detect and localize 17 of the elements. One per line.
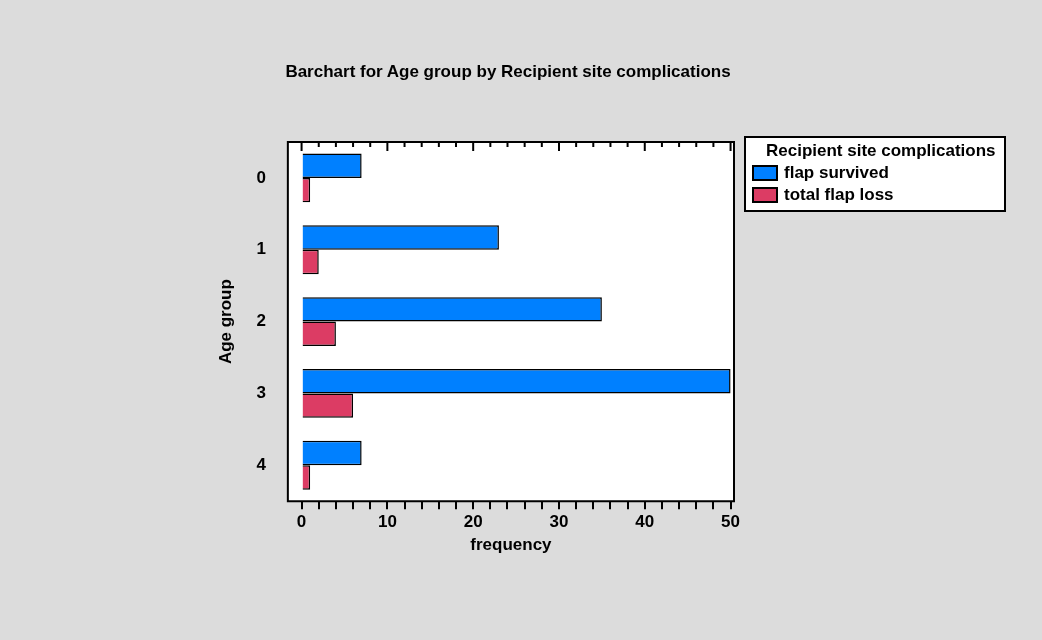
x-axis-title: frequency (470, 535, 553, 555)
y-tick-label: 3 (256, 383, 266, 403)
legend-title: Recipient site complications (765, 141, 996, 161)
x-tick-label: 20 (463, 512, 483, 532)
x-tick-label: 0 (296, 512, 307, 532)
y-axis-title: Age group (215, 279, 235, 365)
y-tick-label: 0 (256, 167, 266, 187)
y-tick-label: 4 (256, 454, 267, 474)
legend-label: flap survived (784, 162, 889, 184)
x-tick-label: 40 (635, 512, 655, 532)
legend-label: total flap loss (784, 184, 894, 206)
y-tick-label: 2 (256, 311, 266, 331)
chart-title: Barchart for Age group by Recipient site complications (285, 61, 731, 81)
x-tick-label: 10 (377, 512, 397, 532)
y-tick-label: 1 (256, 239, 266, 259)
x-tick-label: 30 (549, 512, 569, 532)
x-tick-label: 50 (721, 512, 741, 532)
